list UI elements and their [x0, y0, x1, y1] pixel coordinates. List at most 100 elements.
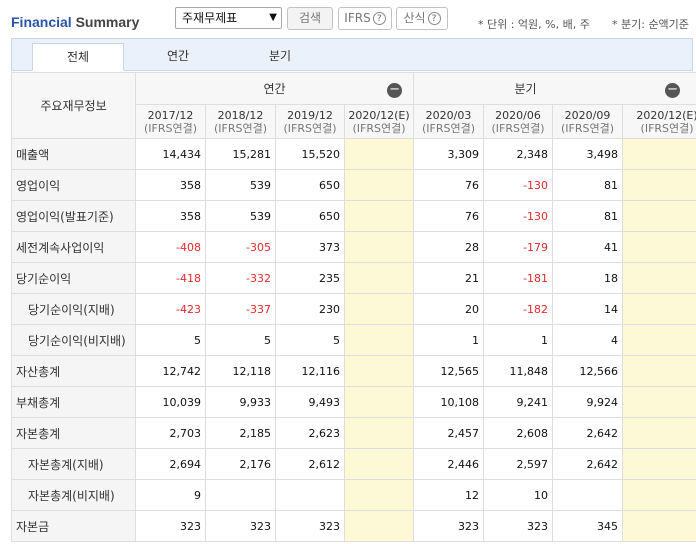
table-cell — [343, 231, 415, 263]
table-cell: 230 — [275, 293, 345, 325]
table-cell: 2,703 — [135, 417, 206, 449]
table-cell: 1 — [483, 324, 554, 356]
table-cell — [343, 200, 415, 232]
table-cell — [343, 293, 415, 325]
period-date: 2017/12 — [147, 108, 194, 122]
table-cell: 650 — [275, 169, 345, 201]
ifrs-button[interactable]: IFRS? — [338, 7, 392, 30]
period-date: 2020/12(E) — [636, 108, 696, 122]
table-cell: 10,108 — [413, 386, 485, 418]
table-cell: 81 — [552, 200, 624, 232]
row-label: 매출액 — [11, 138, 136, 170]
period-note: * 분기: 순액기준 — [612, 18, 689, 31]
period-date: 2020/03 — [425, 108, 472, 122]
table-cell — [622, 324, 696, 356]
group-header-quarterly: 분기 − — [413, 72, 696, 105]
row-label: 세전계속사업이익 — [11, 231, 136, 263]
table-cell: 76 — [413, 200, 485, 232]
table-cell — [343, 510, 415, 542]
table-row: 매출액 14,434 15,281 15,520 3,309 2,348 3,498 — [11, 138, 696, 170]
row-label: 당기순이익(지배) — [11, 293, 136, 325]
title-summary: Summary — [75, 14, 140, 30]
table-cell: -408 — [135, 231, 206, 263]
table-row: 세전계속사업이익 -408 -305 373 28 -179 41 — [11, 231, 696, 263]
table-cell: 539 — [205, 200, 276, 232]
statement-select[interactable]: 주재무제표 ▼ — [175, 7, 282, 29]
table-row: 자본총계(지배) 2,694 2,176 2,612 2,446 2,597 2,642 — [11, 448, 696, 480]
table-cell: 2,694 — [135, 448, 206, 480]
table-cell: 323 — [275, 510, 345, 542]
table-cell: 373 — [275, 231, 345, 263]
collapse-icon[interactable]: − — [665, 83, 681, 98]
table-row: 영업이익 358 539 650 76 -130 81 — [11, 169, 696, 201]
period-header: 2020/12(E) (IFRS연결) — [343, 104, 415, 139]
period-header: 2018/12 (IFRS연결) — [205, 104, 276, 139]
row-label: 당기순이익 — [11, 262, 136, 294]
tab-quarterly[interactable]: 분기 — [234, 43, 326, 71]
table-row: 당기순이익(비지배) 5 5 5 1 1 4 — [11, 324, 696, 356]
period-header: 2020/03 (IFRS연결) — [413, 104, 485, 139]
period-date: 2020/06 — [495, 108, 541, 122]
formula-button[interactable]: 산식? — [396, 7, 448, 30]
period-header: 2017/12 (IFRS연결) — [135, 104, 206, 139]
group-label: 연간 — [263, 82, 286, 96]
page-title: Financial Summary — [11, 14, 139, 30]
table-cell: 323 — [483, 510, 554, 542]
question-icon: ? — [427, 12, 441, 25]
table-cell: 539 — [205, 169, 276, 201]
table-cell: 76 — [413, 169, 485, 201]
table-cell: 10 — [483, 479, 554, 511]
table-cell — [343, 355, 415, 387]
table-cell — [343, 386, 415, 418]
table-cell: 14 — [552, 293, 624, 325]
table-cell — [622, 200, 696, 232]
table-cell: 2,348 — [483, 138, 554, 170]
table-cell: -181 — [483, 262, 554, 294]
table-cell: 9,493 — [275, 386, 345, 418]
row-label: 자본총계(지배) — [11, 448, 136, 480]
table-cell — [343, 169, 415, 201]
table-cell: 2,185 — [205, 417, 276, 449]
table-cell: 2,608 — [483, 417, 554, 449]
table-cell — [343, 324, 415, 356]
period-header: 2020/09 (IFRS연결) — [552, 104, 624, 139]
period-basis: (IFRS연결) — [561, 121, 615, 135]
tab-label: 분기 — [268, 49, 292, 63]
row-label: 자본금 — [11, 510, 136, 542]
collapse-icon[interactable]: − — [387, 83, 403, 98]
search-button[interactable]: 검색 — [287, 7, 333, 30]
table-cell: 323 — [413, 510, 485, 542]
table-cell: 41 — [552, 231, 624, 263]
tab-annual[interactable]: 연간 — [132, 43, 224, 71]
table-row: 당기순이익 -418 -332 235 21 -181 18 — [11, 262, 696, 294]
table-cell: 9 — [135, 479, 206, 511]
financial-summary-table: 주요재무정보 연간 − 분기 − 2017/12 (IFRS연결) 2018/12(… — [11, 72, 696, 542]
table-cell: 2,623 — [275, 417, 345, 449]
tab-bar: 전체 연간 분기 — [11, 38, 693, 71]
table-cell: -130 — [483, 200, 554, 232]
table-row: 자본총계 2,703 2,185 2,623 2,457 2,608 2,642 — [11, 417, 696, 449]
period-header: 2020/06 (IFRS연결) — [483, 104, 554, 139]
tab-all[interactable]: 전체 — [32, 43, 124, 71]
table-cell: 2,446 — [413, 448, 485, 480]
table-cell — [622, 262, 696, 294]
table-cell: 2,642 — [552, 448, 624, 480]
table-cell — [622, 138, 696, 170]
search-button-label: 검색 — [298, 11, 322, 25]
period-header: 2019/12 (IFRS연결) — [275, 104, 345, 139]
table-cell: -332 — [205, 262, 276, 294]
table-cell — [622, 479, 696, 511]
table-cell — [343, 417, 415, 449]
period-date: 2020/12(E) — [348, 108, 410, 122]
table-cell: 2,642 — [552, 417, 624, 449]
table-cell — [343, 138, 415, 170]
table-cell: 21 — [413, 262, 485, 294]
table-row: 당기순이익(지배) -423 -337 230 20 -182 14 — [11, 293, 696, 325]
table-cell: -179 — [483, 231, 554, 263]
formula-button-label: 산식 — [403, 11, 426, 25]
table-cell: 14,434 — [135, 138, 206, 170]
table-cell: -418 — [135, 262, 206, 294]
table-cell — [622, 169, 696, 201]
top-bar: Financial Summary 주재무제표 ▼ 검색 IFRS? 산식? *… — [0, 0, 696, 40]
row-label: 영업이익 — [11, 169, 136, 201]
